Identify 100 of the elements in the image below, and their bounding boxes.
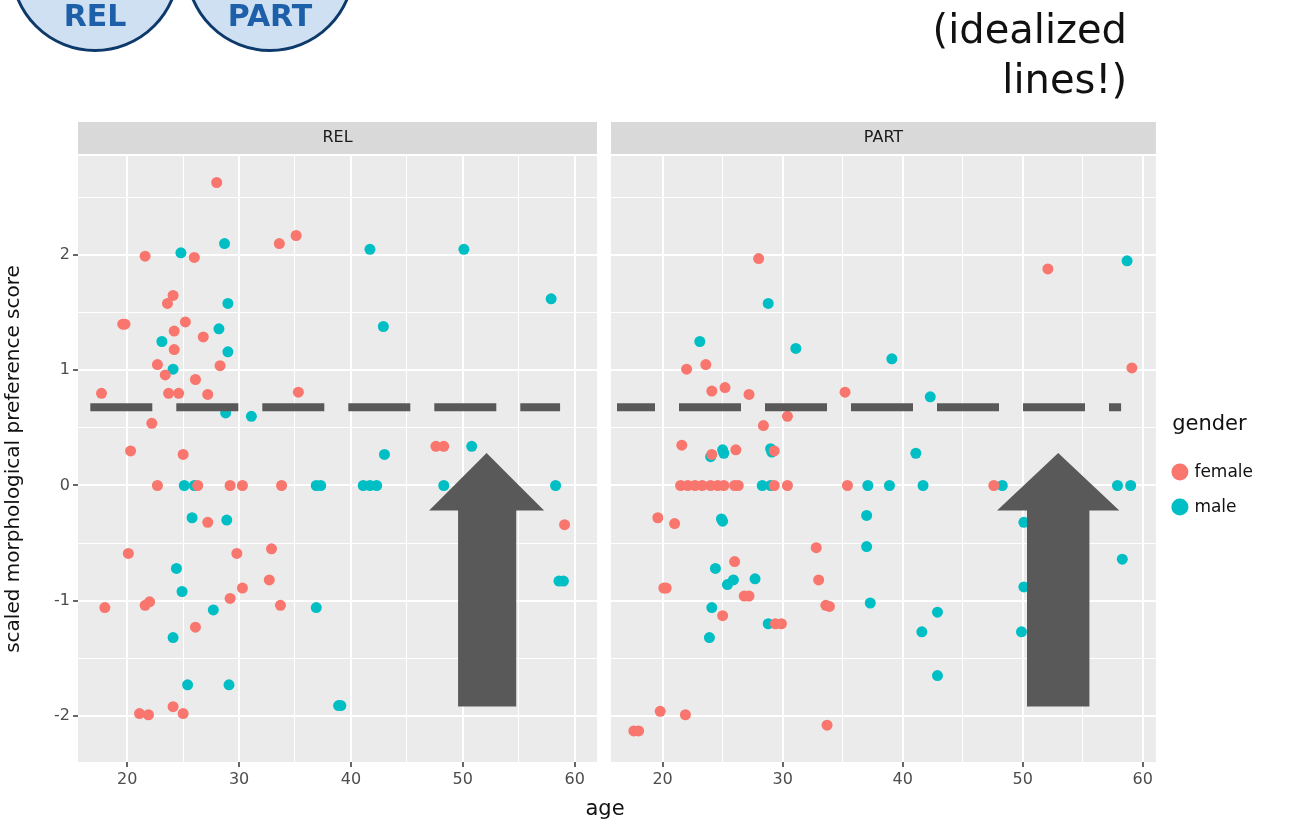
point: [1126, 362, 1138, 374]
x-tick-label: 20: [117, 768, 138, 788]
point: [729, 556, 741, 568]
point: [654, 705, 666, 717]
point: [156, 335, 168, 347]
point: [886, 353, 898, 365]
point: [364, 243, 376, 255]
point: [95, 387, 107, 399]
point: [916, 626, 928, 638]
point: [883, 480, 895, 491]
point: [1042, 263, 1054, 275]
point: [1125, 480, 1137, 491]
point: [438, 440, 450, 452]
point: [988, 480, 1000, 491]
point: [222, 346, 234, 358]
point: [749, 573, 761, 585]
point: [173, 387, 185, 399]
text: REL: [62, 0, 128, 33]
legend-title: gender: [1172, 411, 1248, 436]
point: [910, 447, 922, 459]
y-tick-label: -2: [54, 705, 70, 725]
point: [236, 582, 248, 594]
point: [178, 480, 190, 491]
point: [197, 331, 209, 343]
point: [924, 391, 936, 403]
point: [743, 388, 755, 400]
point: [168, 325, 180, 337]
point: [821, 719, 833, 731]
point: [186, 512, 198, 524]
point: [222, 297, 234, 309]
legend-label: male: [1194, 495, 1237, 516]
point: [762, 297, 774, 309]
point: [202, 516, 214, 528]
point: [151, 480, 163, 491]
point: [134, 708, 146, 720]
point: [703, 632, 715, 644]
point: [1111, 480, 1123, 491]
point: [861, 541, 873, 553]
point: [188, 251, 200, 263]
point: [224, 480, 236, 491]
point: [290, 229, 302, 241]
chart-title: REL: [322, 127, 353, 147]
point: [175, 247, 187, 259]
point: [679, 709, 691, 721]
point: [189, 374, 201, 386]
point: [862, 480, 874, 491]
point: [721, 579, 733, 591]
point: [139, 250, 151, 262]
x-tick-label: 50: [452, 768, 473, 788]
point: [717, 610, 729, 622]
point: [167, 632, 179, 644]
x-tick-label: 50: [1012, 768, 1033, 788]
point: [931, 670, 943, 682]
point: [652, 512, 664, 524]
y-tick-label: 0: [59, 474, 70, 494]
point: [377, 321, 389, 333]
point: [1116, 553, 1128, 565]
point: [159, 369, 171, 381]
point: [214, 360, 226, 372]
point: [864, 597, 876, 609]
point: [694, 335, 706, 347]
point: [177, 448, 189, 460]
x-tick-label: 20: [652, 768, 673, 788]
point: [179, 316, 191, 328]
point: [466, 440, 478, 452]
point: [168, 344, 180, 356]
point: [669, 518, 681, 530]
x-tick-label: 30: [772, 768, 793, 788]
point: [458, 243, 470, 255]
x-tick-label: 40: [892, 768, 913, 788]
point: [142, 709, 154, 721]
point: [757, 420, 769, 432]
point: [839, 386, 851, 398]
point: [144, 596, 156, 608]
point: [223, 679, 235, 691]
point: [545, 293, 557, 305]
point: [790, 342, 802, 354]
point: [167, 701, 179, 713]
point: [292, 386, 304, 398]
point: [700, 359, 712, 371]
x-tick-label: 40: [340, 768, 362, 788]
point: [719, 382, 731, 394]
point: [274, 599, 286, 611]
point: [182, 679, 194, 691]
point: [266, 543, 278, 555]
point: [167, 289, 179, 301]
point: [192, 480, 204, 491]
point: [810, 542, 822, 554]
point: [841, 480, 853, 491]
point: [263, 574, 275, 586]
point: [151, 359, 163, 371]
point: [676, 439, 688, 451]
point: [245, 410, 257, 422]
point: [122, 547, 134, 559]
y-tick-label: -1: [54, 589, 70, 609]
point: [167, 363, 179, 375]
chart-title: PART: [863, 127, 904, 147]
point: [273, 238, 285, 250]
point: [221, 514, 233, 526]
point: [931, 606, 943, 618]
